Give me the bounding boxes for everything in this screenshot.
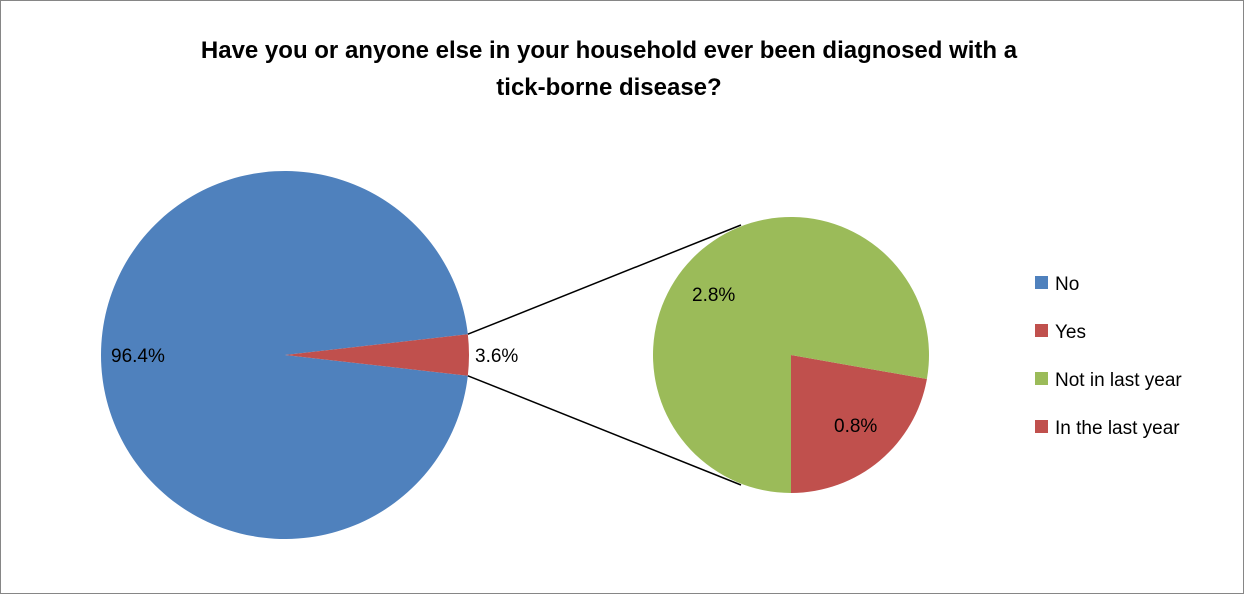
connector-line-bottom	[467, 375, 742, 486]
data-label-yes: 3.6%	[475, 346, 518, 367]
legend-swatch-no	[1035, 276, 1048, 289]
legend-swatch-in-the-last-year	[1035, 420, 1048, 433]
data-labels: 96.4% 3.6% 2.8% 0.8%	[111, 285, 877, 437]
legend: No Yes Not in last year In the last year	[1035, 274, 1182, 439]
legend-swatch-yes	[1035, 324, 1048, 337]
chart-title-line-1: Have you or anyone else in your househol…	[201, 37, 1018, 64]
pie-slice-in-the-last-year	[791, 355, 927, 493]
legend-label-not-in-last-year: Not in last year	[1055, 370, 1182, 391]
pie-slice-yes	[285, 334, 469, 376]
legend-label-in-the-last-year: In the last year	[1055, 418, 1180, 439]
connector-line-top	[467, 224, 742, 335]
chart-title-line-2: tick-borne disease?	[496, 74, 721, 101]
secondary-pie	[653, 217, 929, 493]
legend-swatch-not-in-last-year	[1035, 372, 1048, 385]
connector-lines	[467, 224, 742, 486]
data-label-not-in-last-year: 2.8%	[692, 285, 735, 306]
primary-pie	[101, 171, 469, 539]
pie-slice-no	[101, 171, 468, 539]
pie-slice-not-in-last-year	[653, 217, 929, 493]
data-label-no: 96.4%	[111, 346, 165, 367]
legend-label-yes: Yes	[1055, 322, 1086, 343]
data-label-in-the-last-year: 0.8%	[834, 416, 877, 437]
legend-label-no: No	[1055, 274, 1079, 295]
